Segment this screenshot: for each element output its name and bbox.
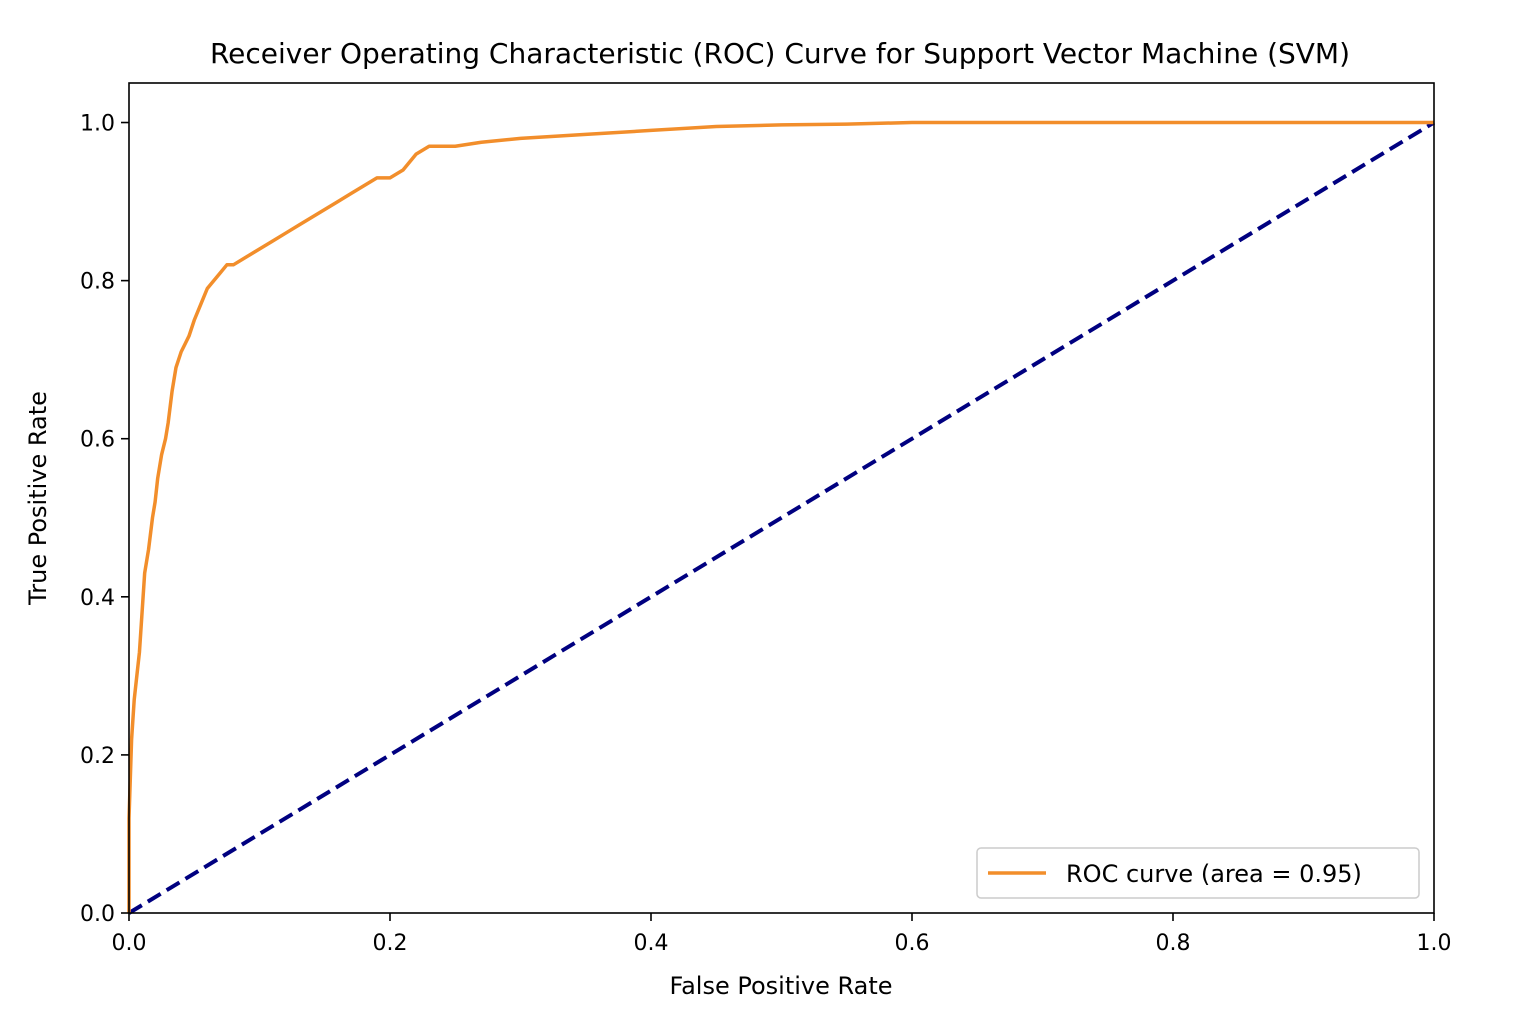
chance-diagonal-line bbox=[127, 120, 1436, 915]
y-tick-label: 0.6 bbox=[80, 428, 115, 453]
legend-box bbox=[976, 847, 1420, 899]
plot-frame bbox=[128, 82, 1435, 914]
y-axis-label: True Positive Rate bbox=[24, 391, 52, 606]
x-tick-label: 0.0 bbox=[112, 931, 147, 956]
y-tick-label: 1.0 bbox=[80, 112, 115, 137]
x-tick-label: 1.0 bbox=[1417, 931, 1452, 956]
chart-title: Receiver Operating Characteristic (ROC) … bbox=[210, 37, 1350, 70]
y-tick-label: 0.4 bbox=[80, 586, 115, 611]
legend: ROC curve (area = 0.95) bbox=[976, 847, 1420, 899]
x-tick-label: 0.6 bbox=[895, 931, 930, 956]
legend-label: ROC curve (area = 0.95) bbox=[1066, 860, 1362, 888]
y-axis-ticks: 0.0 0.2 0.4 0.6 0.8 1.0 bbox=[80, 112, 129, 927]
y-tick-label: 0.0 bbox=[80, 902, 115, 927]
roc-curve-line bbox=[127, 120, 1434, 913]
y-tick-label: 0.8 bbox=[80, 270, 115, 295]
x-tick-label: 0.4 bbox=[634, 931, 669, 956]
x-tick-label: 0.8 bbox=[1156, 931, 1191, 956]
x-axis-ticks: 0.0 0.2 0.4 0.6 0.8 1.0 bbox=[112, 913, 1452, 956]
x-tick-label: 0.2 bbox=[373, 931, 408, 956]
x-axis-label: False Positive Rate bbox=[669, 972, 892, 1000]
y-tick-label: 0.2 bbox=[80, 744, 115, 769]
curves bbox=[127, 120, 1436, 915]
